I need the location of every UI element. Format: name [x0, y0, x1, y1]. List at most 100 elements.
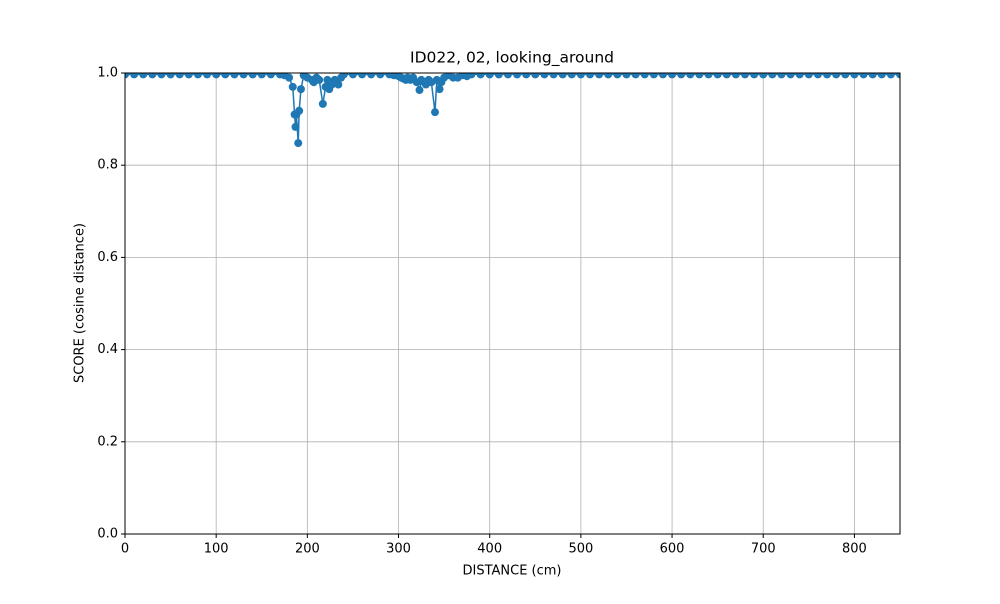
- data-point: [239, 73, 248, 79]
- x-tick-label: 500: [568, 542, 593, 557]
- data-point: [558, 73, 567, 79]
- data-point: [786, 73, 795, 79]
- data-point: [713, 73, 722, 79]
- data-point: [230, 73, 239, 79]
- data-point: [435, 85, 444, 94]
- y-tick-label: 0.8: [97, 158, 118, 173]
- data-point: [750, 73, 759, 79]
- data-point: [531, 73, 540, 79]
- data-point: [649, 73, 658, 79]
- data-point: [157, 73, 166, 79]
- data-point: [339, 73, 348, 79]
- data-point: [677, 73, 686, 79]
- data-point: [476, 73, 485, 79]
- data-point: [704, 73, 713, 79]
- y-tick-label: 0.2: [97, 434, 118, 449]
- data-point: [193, 73, 202, 79]
- x-tick-label: 700: [751, 542, 776, 557]
- data-point: [567, 73, 576, 79]
- data-point: [722, 73, 731, 79]
- data-point: [768, 73, 777, 79]
- data-point: [549, 73, 558, 79]
- data-point: [318, 99, 327, 108]
- data-point: [877, 73, 886, 79]
- y-tick-label: 1.0: [97, 66, 118, 81]
- y-tick-label: 0.0: [97, 527, 118, 542]
- x-tick-label: 100: [204, 542, 229, 557]
- data-point: [175, 73, 184, 79]
- data-point: [467, 73, 476, 79]
- data-point: [285, 73, 294, 82]
- data-point: [668, 73, 677, 79]
- data-point: [248, 73, 257, 79]
- data-point: [896, 73, 900, 79]
- axes-frame: [124, 72, 901, 535]
- data-point: [376, 73, 385, 79]
- data-point: [868, 73, 877, 79]
- data-point: [658, 73, 667, 79]
- data-point: [850, 73, 859, 79]
- data-point: [686, 73, 695, 79]
- data-point: [513, 73, 522, 79]
- y-axis-label: SCORE (cosine distance): [73, 223, 88, 383]
- data-point: [503, 73, 512, 79]
- data-point: [415, 86, 424, 95]
- chart-title: ID022, 02, looking_around: [410, 49, 614, 68]
- data-point: [166, 73, 175, 79]
- data-point: [184, 73, 193, 79]
- data-point: [731, 73, 740, 79]
- data-point: [859, 73, 868, 79]
- data-point: [257, 73, 266, 79]
- data-point: [540, 73, 549, 79]
- data-point: [125, 73, 129, 79]
- data-point: [823, 73, 832, 79]
- data-point: [595, 73, 604, 79]
- data-point: [431, 108, 439, 117]
- data-point: [295, 106, 304, 115]
- data-point: [841, 73, 850, 79]
- x-tick-label: 800: [842, 542, 867, 557]
- data-point: [212, 73, 221, 79]
- data-point: [640, 73, 649, 79]
- x-tick-label: 300: [386, 542, 411, 557]
- data-point: [291, 122, 300, 131]
- x-tick-label: 0: [121, 542, 129, 557]
- data-point: [576, 73, 585, 79]
- data-point: [266, 73, 275, 79]
- data-point: [148, 73, 157, 79]
- data-point: [886, 73, 895, 79]
- data-point: [741, 73, 749, 79]
- data-point: [367, 73, 376, 79]
- data-point: [813, 73, 822, 79]
- plot-area: [125, 73, 900, 148]
- data-point: [315, 75, 324, 84]
- x-tick-label: 400: [477, 542, 502, 557]
- data-point: [494, 73, 503, 79]
- data-point: [522, 73, 531, 79]
- data-point: [130, 73, 139, 79]
- y-tick-label: 0.6: [97, 250, 118, 265]
- data-point: [604, 73, 613, 79]
- data-point: [795, 73, 804, 79]
- x-tick-label: 200: [295, 542, 320, 557]
- data-point: [804, 73, 813, 79]
- data-point: [586, 73, 594, 79]
- data-point: [613, 73, 622, 79]
- data-point: [695, 73, 704, 79]
- data-point: [832, 73, 841, 79]
- y-tick-label: 0.4: [97, 342, 118, 357]
- data-point: [334, 80, 343, 89]
- data-point: [203, 73, 212, 79]
- ticks: 0 100 200 300 400 500 600 700 800 0.0 0.2 0.4 0.6 0.8…: [97, 66, 867, 557]
- data-point: [294, 139, 303, 148]
- data-point: [139, 73, 148, 79]
- data-point: [296, 85, 305, 94]
- data-point: [485, 73, 494, 79]
- data-point: [358, 73, 367, 79]
- data-point: [777, 73, 786, 79]
- data-point: [348, 73, 357, 79]
- data-point: [631, 73, 640, 79]
- data-point: [288, 82, 297, 91]
